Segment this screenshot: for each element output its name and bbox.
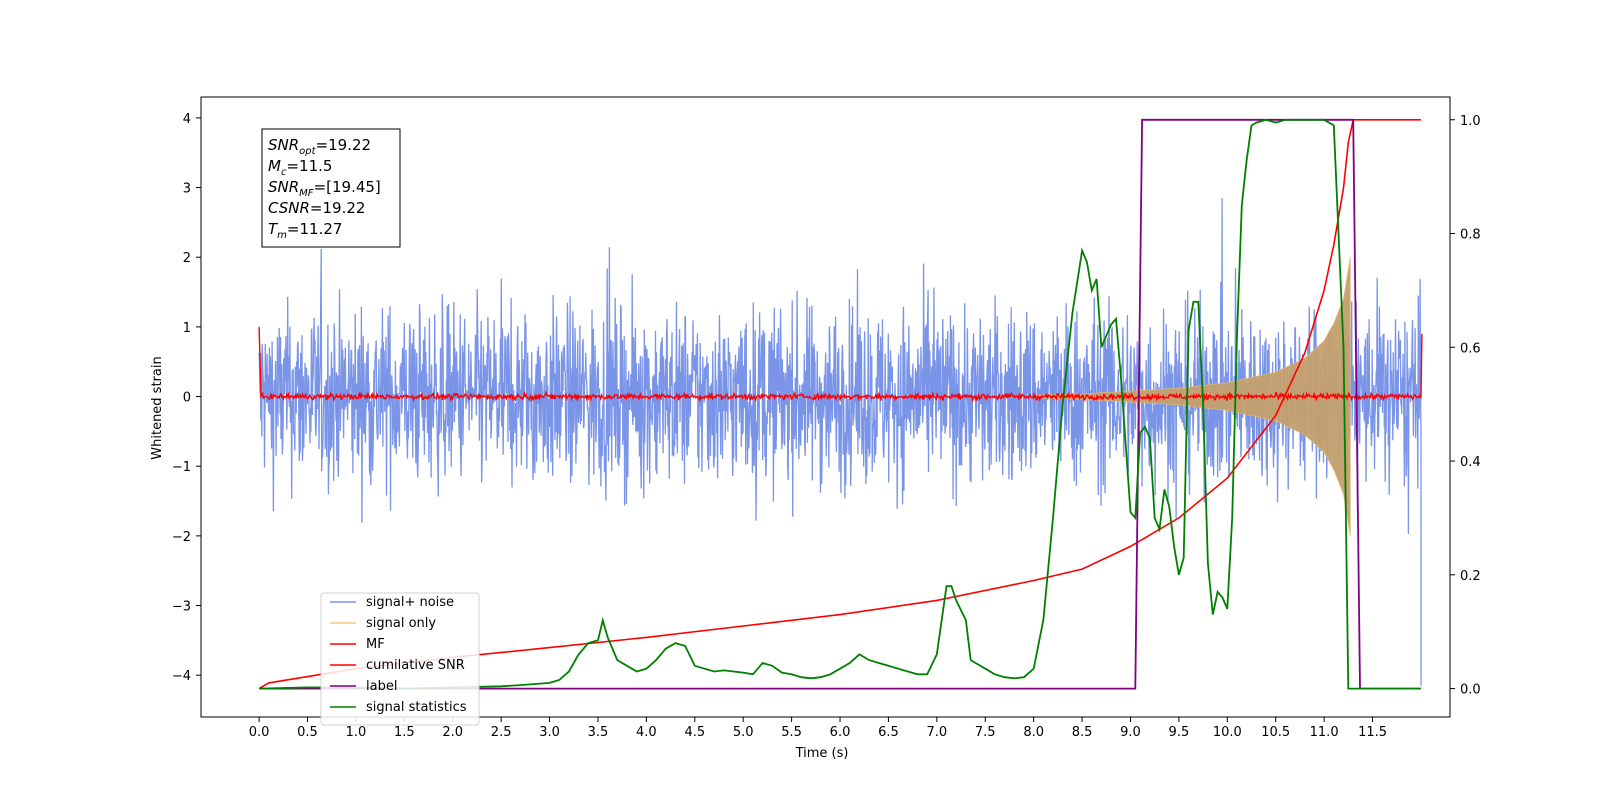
- x-tick-label: 5.0: [733, 725, 754, 740]
- x-tick-label: 0.0: [249, 725, 270, 740]
- mf-line: [258, 326, 1423, 403]
- x-tick-label: 11.5: [1358, 725, 1387, 740]
- x-axis: 0.0 0.5 1.0 1.5 2.0 2.5 3.0 3.5 4.0 4.5 5.0 5.5 6.0 6…: [249, 717, 1387, 740]
- signal-statistics-line: [259, 118, 1421, 690]
- info-box-line: Mc=11.5: [268, 157, 332, 178]
- y-axis-label: Whitened strain: [150, 356, 165, 459]
- x-tick-label: 5.5: [781, 725, 802, 740]
- x-tick-label: 4.0: [636, 725, 657, 740]
- x-tick-label: 11.0: [1310, 725, 1339, 740]
- legend: signal+ noise signal only MF cumilative SNR…: [320, 592, 480, 726]
- x-tick-label: 4.5: [684, 725, 705, 740]
- y2-tick-label: 1.0: [1460, 114, 1481, 129]
- x-tick-label: 0.5: [297, 725, 318, 740]
- legend-label: cumilative SNR: [366, 658, 465, 673]
- x-tick-label: 1.5: [394, 725, 415, 740]
- x-tick-label: 9.0: [1120, 725, 1141, 740]
- info-box-line: Tm=11.27: [268, 220, 342, 241]
- info-box: SNRopt=19.22Mc=11.5SNRMF=[19.45]CSNR=19.…: [261, 128, 401, 248]
- y-tick-label: −3: [172, 600, 191, 615]
- x-tick-label: 2.0: [442, 725, 463, 740]
- y2-tick-label: 0.6: [1460, 341, 1481, 356]
- legend-label: signal statistics: [366, 700, 467, 715]
- info-box-line: SNRMF=[19.45]: [268, 178, 381, 199]
- y-axis-right: 0.0 0.2 0.4 0.6 0.8 1.0: [1450, 114, 1481, 698]
- plot-frame: [200, 96, 1451, 718]
- y-tick-label: −2: [172, 530, 191, 545]
- x-tick-label: 1.0: [346, 725, 367, 740]
- x-tick-label: 6.5: [878, 725, 899, 740]
- info-box-line: SNRopt=19.22: [268, 136, 371, 157]
- x-tick-label: 3.0: [539, 725, 560, 740]
- y2-tick-label: 0.0: [1460, 683, 1481, 698]
- x-tick-label: 10.0: [1213, 725, 1242, 740]
- x-axis-label: Time (s): [795, 746, 849, 761]
- y-tick-label: 1: [183, 321, 191, 336]
- y2-tick-label: 0.2: [1460, 569, 1481, 584]
- y-axis-left: −4 −3 −2 −1 0 1 2 3 4: [172, 112, 201, 684]
- y2-tick-label: 0.8: [1460, 228, 1481, 243]
- x-tick-label: 8.5: [1072, 725, 1093, 740]
- x-tick-label: 7.5: [975, 725, 996, 740]
- x-tick-label: 8.0: [1023, 725, 1044, 740]
- y2-tick-label: 0.4: [1460, 455, 1481, 470]
- y-tick-label: 3: [183, 182, 191, 197]
- y-tick-label: −1: [172, 460, 191, 475]
- legend-label: label: [366, 679, 397, 694]
- x-tick-label: 3.5: [588, 725, 609, 740]
- y-tick-label: 2: [183, 251, 191, 266]
- x-tick-label: 6.0: [830, 725, 851, 740]
- plot-area: [258, 118, 1423, 690]
- x-tick-label: 7.0: [927, 725, 948, 740]
- legend-label: MF: [366, 637, 385, 652]
- y-tick-label: 0: [183, 391, 191, 406]
- legend-label: signal only: [366, 616, 436, 631]
- info-box-line: CSNR=19.22: [268, 199, 365, 217]
- x-tick-label: 9.5: [1169, 725, 1190, 740]
- y-tick-label: 4: [183, 112, 191, 127]
- y-tick-label: −4: [172, 669, 191, 684]
- x-tick-label: 10.5: [1261, 725, 1290, 740]
- x-tick-label: 2.5: [491, 725, 512, 740]
- legend-label: signal+ noise: [366, 595, 454, 610]
